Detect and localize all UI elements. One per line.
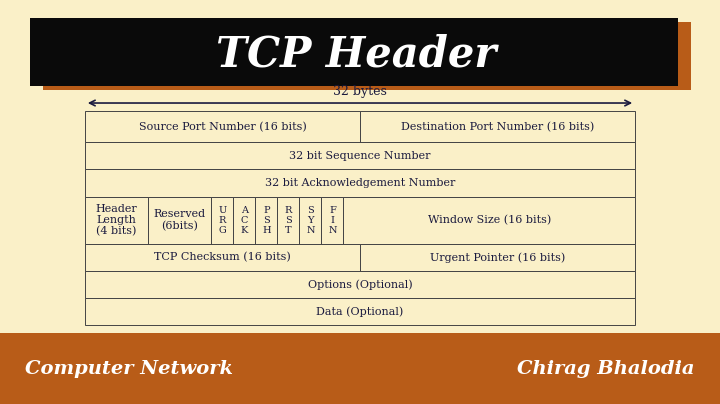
Text: Source Port Number (16 bits): Source Port Number (16 bits) bbox=[139, 122, 306, 132]
FancyBboxPatch shape bbox=[300, 196, 322, 244]
Text: Window Size (16 bits): Window Size (16 bits) bbox=[428, 215, 551, 225]
FancyBboxPatch shape bbox=[30, 18, 678, 86]
FancyBboxPatch shape bbox=[85, 244, 360, 271]
Text: Header
Length
(4 bits): Header Length (4 bits) bbox=[96, 204, 138, 236]
Text: P
S
H: P S H bbox=[262, 206, 271, 235]
FancyBboxPatch shape bbox=[256, 196, 277, 244]
FancyBboxPatch shape bbox=[85, 196, 148, 244]
FancyBboxPatch shape bbox=[43, 22, 691, 90]
Text: F
I
N: F I N bbox=[328, 206, 337, 235]
FancyBboxPatch shape bbox=[360, 244, 635, 271]
FancyBboxPatch shape bbox=[85, 298, 635, 325]
FancyBboxPatch shape bbox=[85, 169, 635, 196]
Text: U
R
G: U R G bbox=[218, 206, 227, 235]
FancyBboxPatch shape bbox=[343, 196, 635, 244]
FancyBboxPatch shape bbox=[85, 111, 360, 142]
FancyBboxPatch shape bbox=[360, 111, 635, 142]
FancyBboxPatch shape bbox=[233, 196, 256, 244]
Text: Options (Optional): Options (Optional) bbox=[307, 279, 413, 290]
FancyBboxPatch shape bbox=[277, 196, 300, 244]
FancyBboxPatch shape bbox=[212, 196, 233, 244]
FancyBboxPatch shape bbox=[0, 333, 720, 404]
FancyBboxPatch shape bbox=[85, 271, 635, 298]
Text: 32 bit Sequence Number: 32 bit Sequence Number bbox=[289, 151, 431, 161]
Text: Destination Port Number (16 bits): Destination Port Number (16 bits) bbox=[401, 122, 594, 132]
Text: TCP Checksum (16 bits): TCP Checksum (16 bits) bbox=[154, 252, 291, 263]
FancyBboxPatch shape bbox=[85, 142, 635, 169]
FancyBboxPatch shape bbox=[148, 196, 212, 244]
Text: Chirag Bhalodia: Chirag Bhalodia bbox=[517, 360, 695, 378]
Text: 32 bytes: 32 bytes bbox=[333, 85, 387, 98]
Text: Computer Network: Computer Network bbox=[25, 360, 233, 378]
FancyBboxPatch shape bbox=[322, 196, 343, 244]
Text: Urgent Pointer (16 bits): Urgent Pointer (16 bits) bbox=[430, 252, 565, 263]
Text: Data (Optional): Data (Optional) bbox=[316, 306, 404, 317]
Text: Reserved
(6bits): Reserved (6bits) bbox=[154, 209, 206, 231]
Text: R
S
T: R S T bbox=[285, 206, 292, 235]
Text: TCP Header: TCP Header bbox=[216, 34, 497, 76]
Text: A
C
K: A C K bbox=[240, 206, 248, 235]
Text: S
Y
N: S Y N bbox=[306, 206, 315, 235]
Text: 32 bit Acknowledgement Number: 32 bit Acknowledgement Number bbox=[265, 178, 455, 188]
